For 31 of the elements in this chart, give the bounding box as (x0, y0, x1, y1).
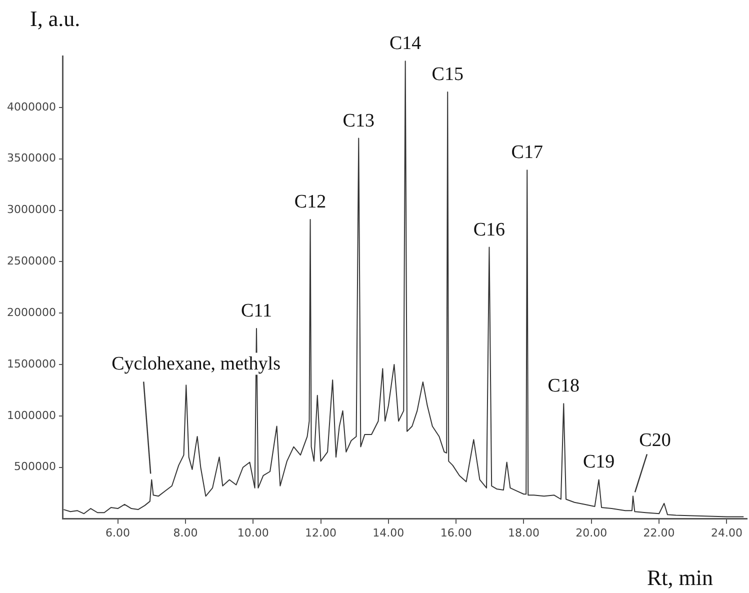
annotation: C12 (294, 192, 326, 213)
x-tick-label: 16.00 (440, 526, 472, 540)
annotation: C13 (342, 110, 374, 132)
x-tick-label: 20.00 (576, 526, 608, 540)
y-tick-label: 2500000 (6, 254, 56, 268)
annotation: C20 (639, 430, 671, 452)
annotation: C17 (511, 142, 543, 164)
annotation: C11 (241, 300, 272, 322)
y-tick-label: 1500000 (6, 357, 56, 370)
annotation: Cyclohexane, methyls (112, 354, 280, 375)
x-tick-label: 12.00 (305, 526, 337, 540)
annotation: C16 (473, 219, 506, 240)
y-tick-label: 3500000 (6, 152, 56, 165)
y-tick-label: 500000 (14, 460, 56, 474)
x-axis-title: Rt, min (646, 565, 713, 590)
annotation: C18 (548, 376, 580, 397)
y-tick-label: 1000000 (6, 408, 56, 422)
x-tick-label: 8.00 (173, 526, 198, 540)
x-tick-label: 10.00 (237, 526, 269, 540)
y-tick-label: 3000000 (6, 203, 56, 216)
annotation: C14 (389, 33, 422, 54)
annotation: C15 (432, 64, 464, 85)
x-tick-label: 14.00 (372, 526, 404, 540)
x-tick-label: 18.00 (508, 526, 540, 540)
y-axis-title: I, a.u. (30, 6, 80, 31)
y-tick-label: 2000000 (6, 306, 56, 319)
annotation: C19 (582, 452, 615, 473)
x-tick-label: 6.00 (106, 526, 130, 540)
x-tick-label: 24.00 (710, 526, 742, 540)
y-tick-label: 4000000 (6, 100, 56, 114)
x-tick-label: 22.00 (643, 526, 675, 540)
